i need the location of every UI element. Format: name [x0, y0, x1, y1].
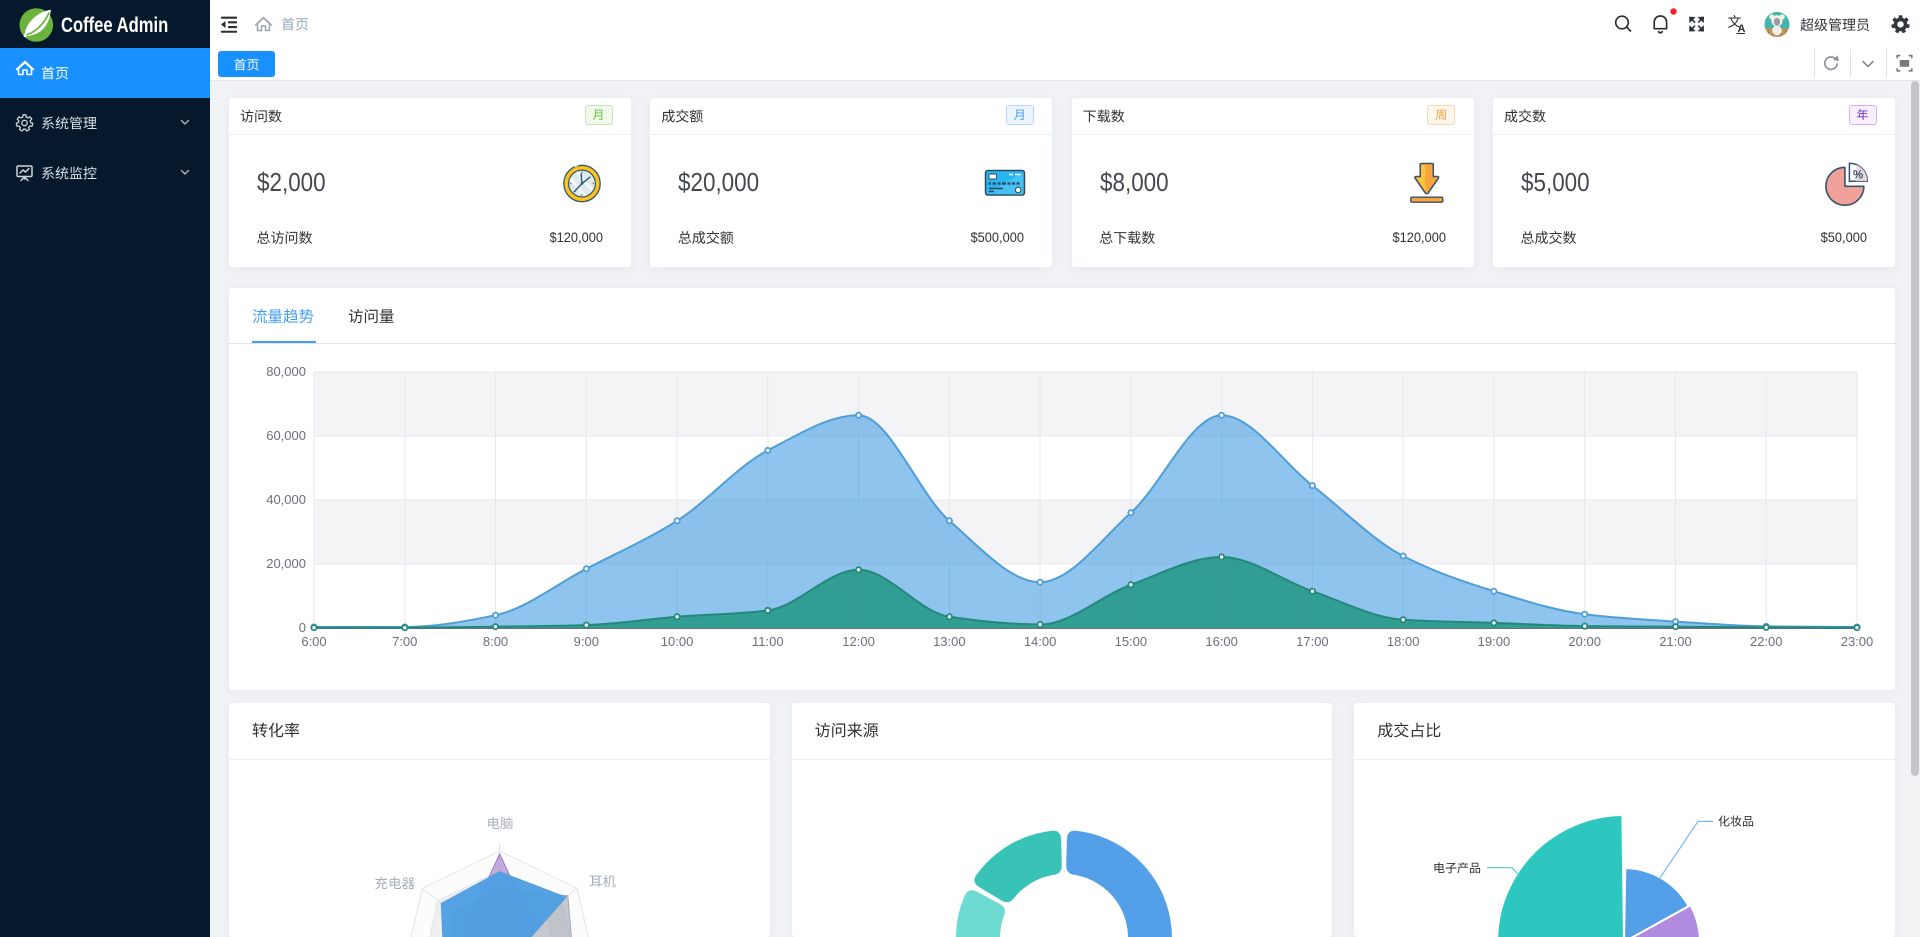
svg-text:%: %: [1853, 170, 1863, 182]
svg-text:A: A: [1738, 23, 1746, 35]
